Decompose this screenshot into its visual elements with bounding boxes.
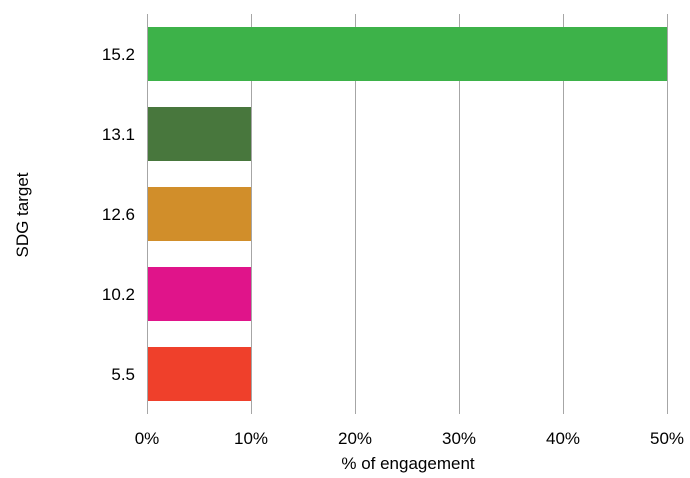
- tick-labels: 15.2 13.1 12.6 10.2 5.5 0% 10% 20% 30% 40% 50%: [102, 45, 684, 448]
- x-axis-title: % of engagement: [341, 454, 475, 473]
- x-tick-label-50: 50%: [650, 429, 684, 448]
- bar-15-2: [147, 27, 667, 81]
- bar-10-2: [147, 267, 251, 321]
- y-tick-label-12-6: 12.6: [102, 205, 135, 224]
- bars: [147, 27, 667, 401]
- x-tick-label-40: 40%: [546, 429, 580, 448]
- bar-13-1: [147, 107, 251, 161]
- bar-12-6: [147, 187, 251, 241]
- y-axis-title: SDG target: [13, 172, 32, 257]
- y-tick-label-10-2: 10.2: [102, 285, 135, 304]
- y-tick-label-15-2: 15.2: [102, 45, 135, 64]
- y-tick-label-5-5: 5.5: [111, 365, 135, 384]
- x-tick-label-30: 30%: [442, 429, 476, 448]
- bar-5-5: [147, 347, 251, 401]
- x-tick-label-10: 10%: [234, 429, 268, 448]
- x-tick-label-20: 20%: [338, 429, 372, 448]
- x-tick-label-0: 0%: [135, 429, 160, 448]
- y-tick-label-13-1: 13.1: [102, 125, 135, 144]
